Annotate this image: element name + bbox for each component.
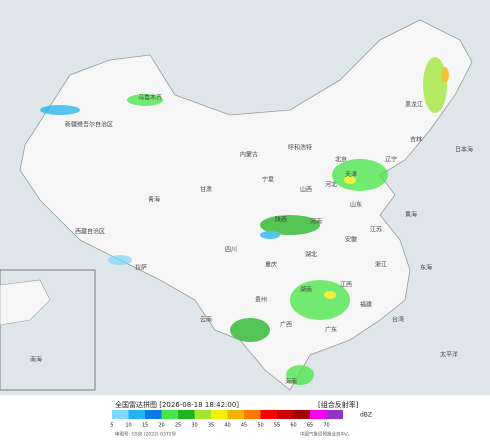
- legend-value: 65: [307, 423, 313, 429]
- sea-label: 黄海: [405, 211, 417, 219]
- legend-swatch: [145, 410, 162, 419]
- place-label: 青海: [148, 196, 160, 204]
- inset-land: [0, 279, 51, 326]
- place-label: 江西: [340, 282, 352, 289]
- legend-swatch: [194, 410, 211, 419]
- legend-swatch: [244, 410, 261, 419]
- legend-value: 20: [158, 423, 164, 429]
- sea-label: 南海: [30, 356, 42, 364]
- legend-value: 70: [323, 423, 329, 429]
- place-label: 北京: [335, 156, 347, 164]
- legend-value: 55: [274, 423, 280, 429]
- place-label: 吉林: [410, 136, 422, 144]
- sea-label: 东海: [420, 264, 432, 272]
- place-label: 河北: [325, 181, 337, 189]
- legend-swatch: [310, 410, 327, 419]
- place-label: 黑龙江: [405, 101, 423, 109]
- review-number: 审图号: GS京 (2022) 0372号: [115, 431, 177, 438]
- legend-value: 25: [175, 423, 181, 429]
- place-label: 安徽: [345, 236, 357, 244]
- place-label: 广东: [325, 326, 337, 334]
- legend-value: 35: [208, 423, 214, 429]
- radar-echoes: [40, 57, 449, 385]
- place-label: 宁夏: [262, 176, 274, 184]
- legend-value: 15: [142, 423, 148, 429]
- place-label: 海南: [285, 378, 297, 386]
- place-label: 台湾: [392, 316, 404, 324]
- product-name: [组合反射率]: [318, 400, 359, 409]
- place-label: 天津: [345, 172, 357, 179]
- legend-swatch: [128, 410, 145, 419]
- place-label: 陕西: [275, 216, 287, 224]
- legend-swatch: [178, 410, 195, 419]
- place-label: 呼和浩特: [288, 144, 312, 152]
- legend-swatch: [227, 410, 244, 419]
- place-label: 广西: [280, 321, 292, 329]
- legend-swatch: [112, 410, 129, 419]
- place-label: 拉萨: [135, 264, 147, 272]
- place-label: 内蒙古: [240, 151, 258, 159]
- legend-value: 5: [110, 423, 113, 429]
- color-legend: 5 10 15 20 25 30 35 40 45 50 55 60 65 70: [110, 410, 343, 429]
- place-label: 西藏自治区: [75, 228, 105, 236]
- legend-value: 10: [125, 423, 131, 429]
- place-label: 河南: [310, 218, 322, 226]
- legend-swatch: [211, 410, 228, 419]
- place-label: 山东: [350, 201, 362, 209]
- sea-label: 日本海: [455, 146, 473, 154]
- sea-label: 太平洋: [440, 351, 458, 359]
- place-label: 云南: [200, 316, 212, 324]
- legend-swatch: [326, 410, 343, 419]
- place-label: 辽宁: [385, 156, 397, 164]
- place-label: 四川: [225, 247, 237, 254]
- place-label: 新疆维吾尔自治区: [65, 121, 113, 129]
- legend-value: 30: [191, 423, 197, 429]
- legend-swatch: [260, 410, 277, 419]
- place-label: 浙江: [375, 261, 387, 269]
- place-label: 甘肃: [200, 186, 212, 194]
- place-label: 湖北: [305, 251, 317, 259]
- place-label: 重庆: [265, 261, 277, 269]
- land: [19, 19, 473, 391]
- legend-value: 45: [241, 423, 247, 429]
- place-label: 江苏: [370, 226, 382, 234]
- place-label: 乌鲁木齐: [138, 94, 162, 102]
- place-label: 贵州: [255, 296, 267, 304]
- place-label: 山西: [300, 186, 312, 194]
- place-label: 湖南: [300, 286, 312, 294]
- agency: 中国气象局预报业务中心: [300, 431, 350, 438]
- legend-unit: dBZ: [360, 412, 372, 419]
- legend-swatch: [161, 410, 178, 419]
- map-title: 全国雷达拼图 [2026-08-18 18:42:00]: [115, 400, 239, 409]
- legend-value: 50: [257, 423, 263, 429]
- legend-swatch: [277, 410, 294, 419]
- map-labels: 乌鲁木齐 新疆维吾尔自治区 西藏自治区 拉萨 青海 甘肃 内蒙古 呼和浩特 北京…: [30, 94, 473, 386]
- legend-value: 40: [224, 423, 230, 429]
- legend-value: 60: [290, 423, 296, 429]
- legend-swatch: [293, 410, 310, 419]
- place-label: 福建: [360, 301, 372, 309]
